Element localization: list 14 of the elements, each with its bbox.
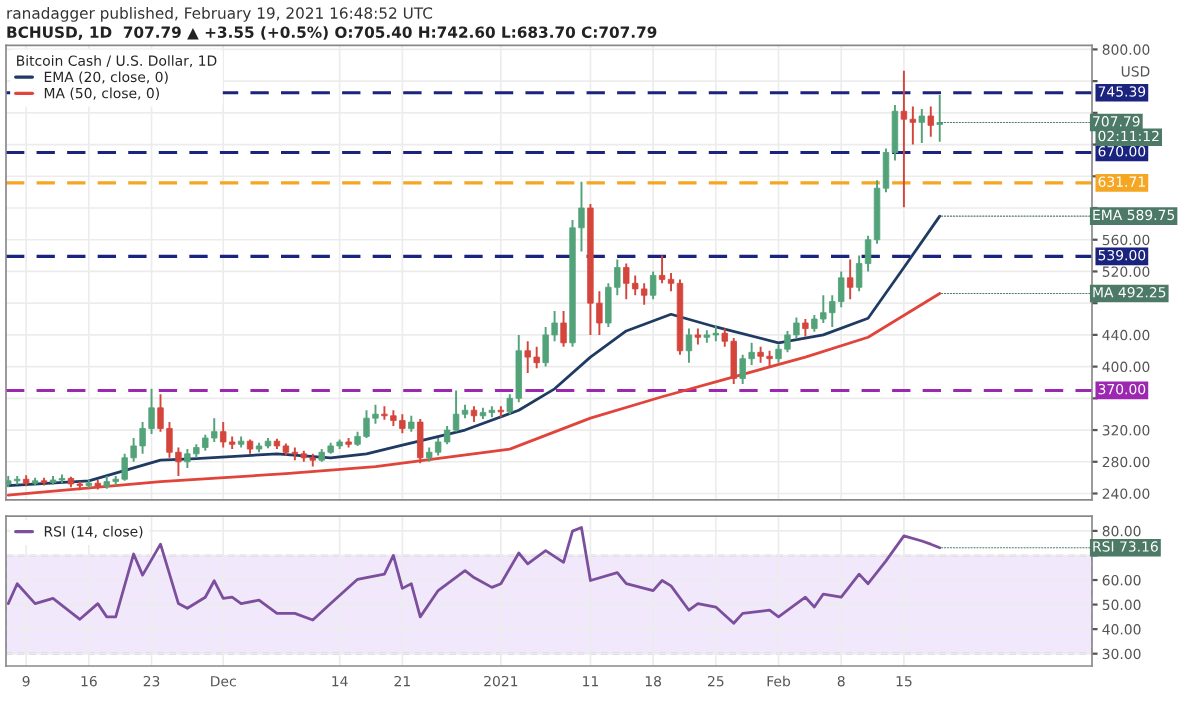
- candlestick: [685, 327, 693, 364]
- candlestick: [658, 254, 666, 285]
- candlestick: [927, 105, 934, 138]
- candlestick: [640, 282, 648, 306]
- line-series: [6, 292, 942, 497]
- candlestick: [918, 107, 926, 144]
- line-series: [6, 214, 942, 487]
- candlestick: [417, 417, 424, 465]
- candlestick: [846, 258, 854, 301]
- line-series: [6, 526, 942, 625]
- candlestick: [900, 69, 908, 209]
- candlestick: [649, 270, 657, 301]
- candlestick: [560, 310, 567, 348]
- candlestick: [936, 93, 943, 143]
